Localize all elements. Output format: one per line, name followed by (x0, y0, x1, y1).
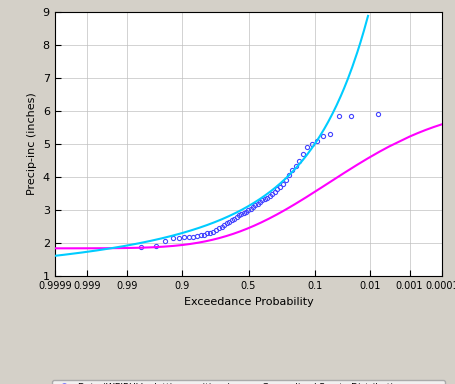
Legend: Data (WEIBULL plotting positions), Generalized Logistic Distribution, Generalize: Data (WEIBULL plotting positions), Gener… (52, 380, 444, 384)
X-axis label: Exceedance Probability: Exceedance Probability (183, 297, 313, 307)
Y-axis label: Precip-inc (inches): Precip-inc (inches) (27, 93, 37, 195)
